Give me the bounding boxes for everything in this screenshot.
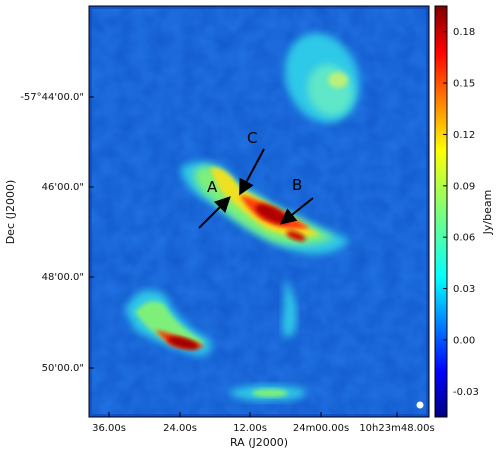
arrow-c: [239, 148, 265, 196]
y-tick-label: 50'00.0": [42, 363, 84, 374]
colorbar-tick-label: 0.15: [453, 79, 475, 90]
label-b: B: [292, 176, 302, 194]
emission-map: [89, 6, 429, 417]
colorbar-ticks: 0.18 0.15 0.12 0.09 0.06 0.03 0.00 -0.03: [443, 27, 479, 398]
emission-top-right: [284, 33, 360, 123]
x-tick-label: 24m00.00s: [293, 423, 349, 434]
colorbar-label: Jy/beam: [481, 190, 494, 236]
colorbar-tick-label: 0.12: [453, 130, 475, 141]
y-axis-title: Dec (J2000): [4, 180, 17, 245]
x-tick-label: 36.00s: [92, 423, 126, 434]
x-tick-label: 24.00s: [163, 423, 197, 434]
beam-marker: [416, 401, 424, 409]
arrow-a: [198, 196, 231, 229]
x-axis: 36.00s 24.00s 12.00s 24m00.00s 10h23m48.…: [92, 412, 435, 449]
colorbar: 0.18 0.15 0.12 0.09 0.06 0.03 0.00 -0.03 Jy/bea…: [434, 5, 494, 418]
y-tick-label: 48'00.0": [42, 272, 84, 283]
annotations: A B C: [198, 129, 314, 229]
arrow-b: [279, 197, 314, 225]
x-axis-title: RA (J2000): [230, 436, 288, 449]
plot-frame: [88, 5, 430, 418]
label-c: C: [247, 129, 257, 147]
colorbar-gradient: [434, 5, 448, 418]
emission-lower-streaks: [230, 280, 306, 401]
colorbar-tick-label: 0.18: [453, 27, 475, 38]
colorbar-tick-label: 0.06: [453, 233, 475, 244]
emission-lower-left: [125, 290, 211, 356]
y-tick-label: 46'00.0": [42, 182, 84, 193]
y-tick-label: -57°44'00.0": [20, 92, 84, 103]
x-tick-label: 12.00s: [233, 423, 267, 434]
x-tick-label: 10h23m48.00s: [359, 423, 434, 434]
y-axis: -57°44'00.0" 46'00.0" 48'00.0" 50'00.0" …: [4, 92, 94, 374]
colorbar-tick-label: -0.03: [453, 387, 479, 398]
label-a: A: [207, 178, 218, 196]
colorbar-tick-label: 0.00: [453, 335, 475, 346]
colorbar-tick-label: 0.09: [453, 181, 475, 192]
colorbar-tick-label: 0.03: [453, 284, 475, 295]
